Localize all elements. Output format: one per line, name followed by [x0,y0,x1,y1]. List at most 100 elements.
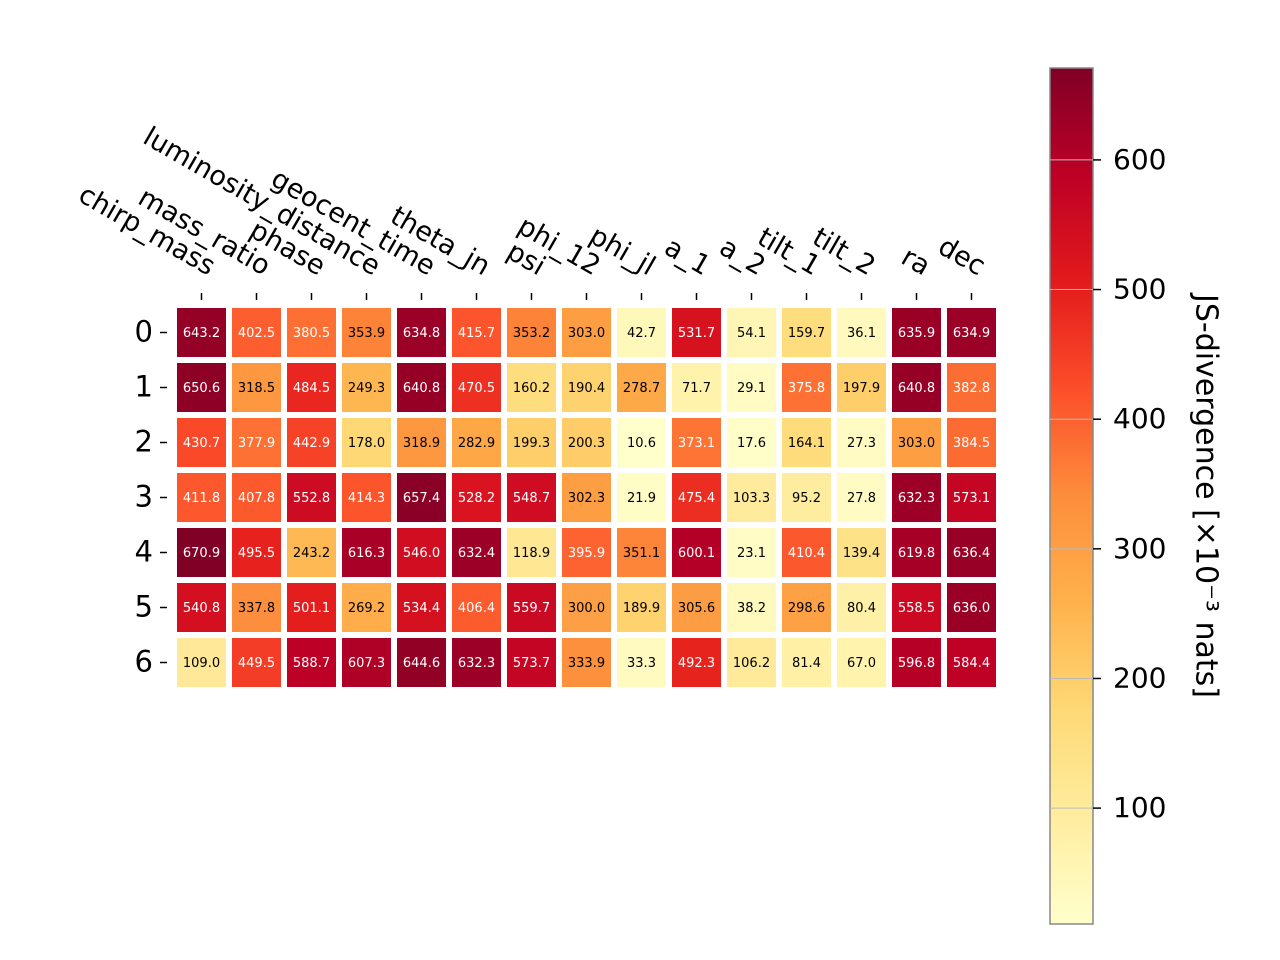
cell-value-label: 650.6 [183,381,220,396]
cell-value-label: 103.3 [733,491,770,506]
heatmap-cell [397,583,446,632]
column-tick-label: tilt_2 [807,222,880,282]
column-tick-label: ra [896,241,935,282]
heatmap-cell [727,308,776,357]
heatmap-cell [727,638,776,687]
heatmap-cell [177,363,226,412]
cell-value-label: 190.4 [568,381,605,396]
cell-value-label: 377.9 [238,436,275,451]
heatmap-cell [287,473,336,522]
heatmap-cell [947,638,996,687]
heatmap-cell [617,308,666,357]
cell-value-label: 573.7 [513,656,550,671]
cell-value-label: 411.8 [183,491,220,506]
column-axis: chirp_massmass_ratiophaseluminosity_dist… [73,121,991,300]
heatmap-cell [837,363,886,412]
heatmap-cell [782,638,831,687]
cell-value-label: 600.1 [678,546,715,561]
colorbar-tick-label: 300 [1113,532,1166,565]
cell-value-label: 395.9 [568,546,605,561]
cell-value-label: 382.8 [953,381,990,396]
heatmap-cell [947,363,996,412]
heatmap-cell [397,308,446,357]
heatmap-cell [452,418,501,467]
heatmap-cell [837,528,886,577]
cell-value-label: 318.9 [403,436,440,451]
cell-value-label: 534.4 [403,601,440,616]
heatmap-cell [177,308,226,357]
cell-value-label: 640.8 [898,381,935,396]
heatmap-cell [947,528,996,577]
cell-value-label: 407.8 [238,491,275,506]
heatmap-cell [507,363,556,412]
cell-value-label: 54.1 [737,326,766,341]
colorbar-tick-label: 100 [1113,791,1166,824]
row-tick-label: 4 [135,535,153,569]
heatmap-cell [947,473,996,522]
cell-value-label: 300.0 [568,601,605,616]
heatmap-cell [892,583,941,632]
colorbar-gradient [1049,67,1094,925]
heatmap-cell [617,473,666,522]
cell-value-label: 528.2 [458,491,495,506]
cell-value-label: 278.7 [623,381,660,396]
heatmap-cell [617,418,666,467]
heatmap-cell [507,583,556,632]
cell-value-label: 607.3 [348,656,385,671]
cell-value-label: 159.7 [788,326,825,341]
cell-value-label: 531.7 [678,326,715,341]
heatmap-cell [562,418,611,467]
cell-value-label: 410.4 [788,546,825,561]
heatmap-cell [452,473,501,522]
cell-value-label: 636.4 [953,546,990,561]
column-tick-label: dec [933,231,991,282]
heatmap-cell [177,528,226,577]
cell-value-label: 302.3 [568,491,605,506]
heatmap-cell [892,308,941,357]
heatmap-cell [232,638,281,687]
heatmap-cell [232,363,281,412]
heatmap-cell [397,638,446,687]
heatmap-cell [562,638,611,687]
column-tick-label: phi_jl [584,220,660,282]
cell-value-label: 559.7 [513,601,550,616]
colorbar-tick-label: 200 [1113,661,1166,694]
heatmap-cell [287,363,336,412]
heatmap-cell [672,528,721,577]
heatmap-cell [232,583,281,632]
heatmap-cell [672,473,721,522]
heatmap-cell [562,528,611,577]
heatmap-cell [727,418,776,467]
heatmap-cell [562,363,611,412]
heatmap-cell [672,583,721,632]
cell-value-label: 243.2 [293,546,330,561]
cell-value-label: 318.5 [238,381,275,396]
heatmap-cell [177,583,226,632]
heatmap-cell [562,583,611,632]
cell-value-label: 588.7 [293,656,330,671]
colorbar-ticks: 100 200 300 400 500 600 [1050,143,1166,824]
heatmap-cell [397,528,446,577]
heatmap-cells [177,308,996,687]
heatmap-cell [672,363,721,412]
cell-value-label: 118.9 [513,546,550,561]
colorbar: 100 200 300 400 500 600 JS-divergence [×10⁻³ … [1049,67,1224,925]
heatmap-cell [342,473,391,522]
heatmap-cell [617,363,666,412]
row-tick-label: 1 [135,370,153,404]
heatmap-cell [397,473,446,522]
heatmap-cell [892,638,941,687]
cell-value-label: 548.7 [513,491,550,506]
cell-value-label: 333.9 [568,656,605,671]
colorbar-tick-label: 400 [1113,402,1166,435]
heatmap-cell [837,308,886,357]
cell-value-label: 470.5 [458,381,495,396]
heatmap-cell [232,528,281,577]
cell-value-label: 189.9 [623,601,660,616]
cell-value-label: 643.2 [183,326,220,341]
cell-value-label: 402.5 [238,326,275,341]
heatmap-cell [452,528,501,577]
colorbar-tick-label: 500 [1113,273,1166,306]
cell-value-label: 42.7 [627,326,656,341]
